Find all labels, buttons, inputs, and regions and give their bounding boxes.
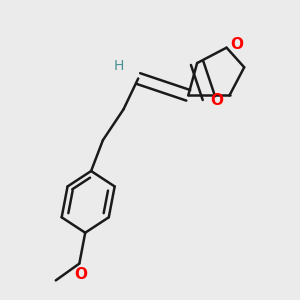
Text: O: O bbox=[74, 267, 87, 282]
Text: O: O bbox=[211, 93, 224, 108]
Text: H: H bbox=[114, 59, 124, 73]
Text: O: O bbox=[230, 37, 243, 52]
